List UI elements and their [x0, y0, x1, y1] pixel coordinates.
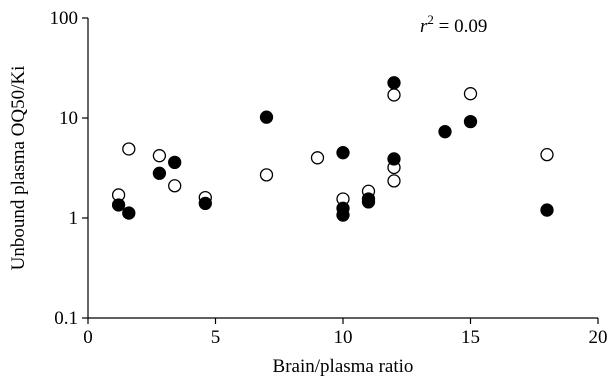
- r-symbol: r: [420, 16, 428, 37]
- filled-point: [198, 196, 212, 211]
- filled-point: [336, 208, 350, 222]
- open-point: [463, 87, 478, 101]
- x-tick-label: 10: [334, 327, 353, 348]
- filled-point: [361, 195, 376, 209]
- filled-point: [168, 155, 182, 170]
- y-ticks: 0.1 1 10 100: [50, 8, 88, 329]
- data-points: [111, 76, 554, 222]
- open-point: [387, 88, 401, 102]
- r-squared-value: = 0.09: [434, 16, 487, 37]
- x-tick-label: 5: [211, 327, 221, 348]
- y-axis-title: Unbound plasma OQ50/Ki: [8, 66, 29, 271]
- y-tick-label: 1: [69, 208, 79, 229]
- filled-point: [387, 76, 401, 90]
- x-tick-label: 0: [83, 327, 93, 348]
- filled-point: [122, 206, 136, 220]
- filled-point: [438, 125, 452, 139]
- open-point: [122, 142, 136, 156]
- filled-point: [152, 166, 167, 180]
- x-axis-title: Brain/plasma ratio: [273, 356, 414, 377]
- filled-point: [259, 110, 274, 124]
- r-squared-annotation: r2 = 0.09: [420, 12, 487, 37]
- x-tick-label: 20: [589, 327, 608, 348]
- open-point: [259, 168, 274, 182]
- x-ticks: 0 5 10 15 20: [83, 318, 608, 348]
- filled-point: [463, 114, 478, 129]
- filled-point: [540, 203, 554, 217]
- filled-point: [111, 198, 126, 212]
- r-exponent: 2: [427, 12, 434, 27]
- open-point: [152, 149, 167, 163]
- x-tick-label: 15: [461, 327, 480, 348]
- open-point: [168, 179, 182, 193]
- open-point: [310, 151, 325, 165]
- open-point: [540, 148, 554, 162]
- filled-point: [336, 146, 350, 160]
- axes: [87, 18, 598, 319]
- y-tick-label: 10: [59, 108, 78, 129]
- y-tick-label: 0.1: [54, 308, 78, 329]
- open-point: [387, 174, 401, 188]
- y-tick-label: 100: [50, 8, 79, 29]
- filled-point: [387, 152, 401, 166]
